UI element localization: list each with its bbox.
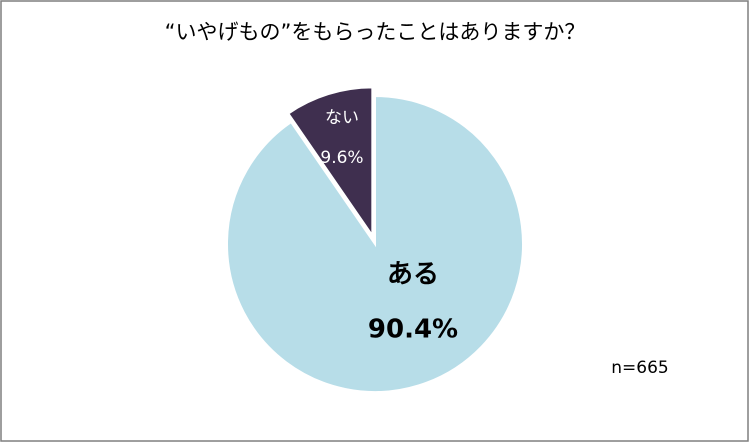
chart-title: “いやげもの”をもらったことはありますか？ bbox=[165, 20, 586, 44]
slice-label: ある bbox=[387, 260, 439, 290]
pie-slice bbox=[286, 86, 374, 239]
value-label: 90.4% bbox=[368, 315, 458, 345]
value-label: 9.6% bbox=[320, 148, 363, 168]
pie-slice bbox=[226, 94, 524, 393]
slice-label: ない bbox=[325, 108, 359, 128]
annotation: n=665 bbox=[611, 358, 668, 378]
